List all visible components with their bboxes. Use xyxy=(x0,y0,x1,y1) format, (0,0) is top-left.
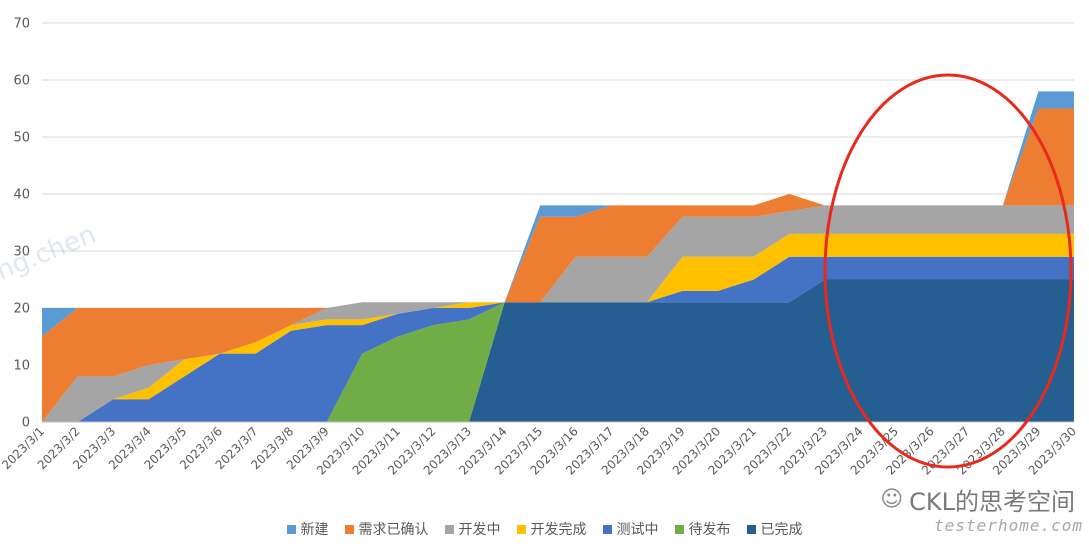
area-series-3 xyxy=(42,233,1074,422)
area-series-5 xyxy=(42,108,1074,422)
area-series-2 xyxy=(42,256,1074,422)
legend-swatch xyxy=(674,524,684,534)
legend-label: 需求已确认 xyxy=(358,522,429,538)
y-tick-label: 60 xyxy=(13,74,30,89)
y-tick-label: 40 xyxy=(13,188,30,203)
legend-swatch xyxy=(286,524,296,534)
legend-label: 待发布 xyxy=(688,522,731,538)
legend-item: 待发布 xyxy=(674,519,731,539)
legend-item: 已完成 xyxy=(746,519,803,539)
y-tick-label: 50 xyxy=(13,131,30,146)
area-series-0 xyxy=(42,279,1074,422)
legend-item: 需求已确认 xyxy=(344,519,429,539)
legend-label: 已完成 xyxy=(760,522,803,538)
legend-label: 开发完成 xyxy=(530,522,587,538)
legend-label: 测试中 xyxy=(616,522,659,538)
legend-swatch xyxy=(344,524,354,534)
y-tick-label: 30 xyxy=(13,245,30,260)
legend-label: 新建 xyxy=(300,522,329,538)
watermark-text: CKL的思考空间 xyxy=(909,488,1075,516)
y-tick-label: 20 xyxy=(13,302,30,317)
y-tick-label: 10 xyxy=(13,359,30,374)
legend-item: 开发完成 xyxy=(516,519,587,539)
area-series-6 xyxy=(42,91,1074,337)
watermark: ☺ CKL的思考空间 xyxy=(880,482,1075,517)
legend-swatch xyxy=(516,524,526,534)
y-tick-label: 0 xyxy=(22,416,30,431)
legend-item: 测试中 xyxy=(602,519,659,539)
legend-swatch xyxy=(602,524,612,534)
legend: 新建 需求已确认 开发中 开发完成 测试中 待发布 已完成 xyxy=(0,517,1089,541)
legend-item: 开发中 xyxy=(444,519,501,539)
wechat-icon: ☺ xyxy=(880,487,904,512)
legend-swatch xyxy=(444,524,454,534)
legend-item: 新建 xyxy=(286,519,329,539)
annotation-ellipse xyxy=(823,73,1073,469)
legend-swatch xyxy=(746,524,756,534)
y-tick-label: 70 xyxy=(13,17,30,32)
watermark-site: testerhome.com xyxy=(934,516,1083,535)
area-series-4 xyxy=(42,205,1074,422)
legend-label: 开发中 xyxy=(458,522,501,538)
